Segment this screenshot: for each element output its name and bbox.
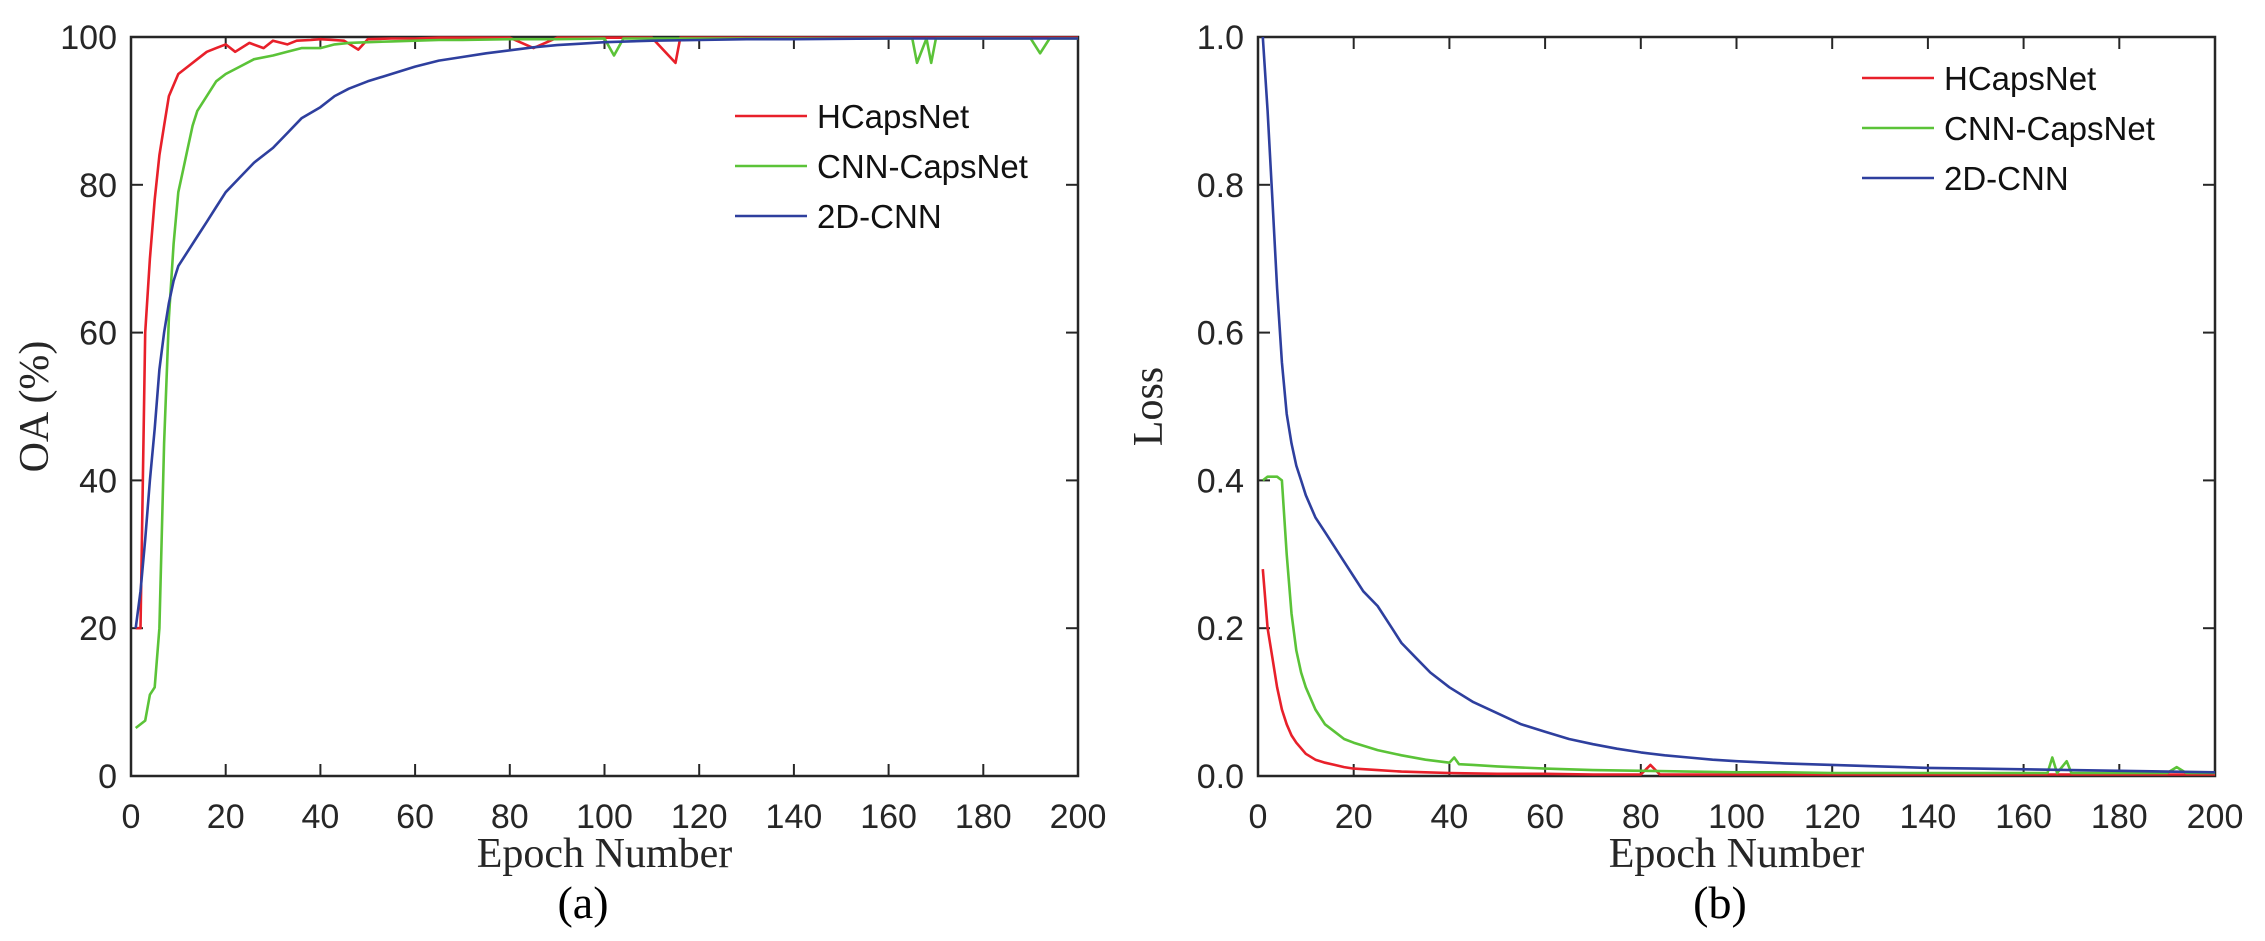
x-tick-label: 20 <box>1335 798 1373 836</box>
x-tick-label: 100 <box>1708 798 1765 836</box>
y-axis-label: OA (%) <box>12 341 58 473</box>
y-tick-label: 20 <box>79 610 117 648</box>
series-line-cnn-capsnet <box>1262 475 2215 775</box>
y-tick-label: 1.0 <box>1197 19 1244 57</box>
x-axis-label: Epoch Number <box>1609 831 1864 877</box>
legend-label: CNN-CapsNet <box>817 148 1028 185</box>
x-tick-label: 60 <box>396 798 434 836</box>
legend-label: HCapsNet <box>1944 60 2096 97</box>
x-tick-label: 20 <box>207 798 245 836</box>
x-tick-label: 120 <box>671 798 728 836</box>
series-line-2d-cnn <box>134 37 1078 629</box>
x-tick-label: 60 <box>1526 798 1564 836</box>
x-axis-label: Epoch Number <box>477 831 732 877</box>
y-axis-label: Loss <box>1126 367 1172 446</box>
x-tick-label: 200 <box>2187 798 2244 836</box>
x-tick-label: 180 <box>955 798 1012 836</box>
series-line-cnn-capsnet <box>134 37 1078 730</box>
x-tick-label: 160 <box>1995 798 2052 836</box>
legend-label: 2D-CNN <box>817 198 942 235</box>
legend-label: CNN-CapsNet <box>1944 110 2155 147</box>
y-tick-label: 0.4 <box>1197 462 1244 500</box>
legend-label: 2D-CNN <box>1944 160 2069 197</box>
series-line-2d-cnn <box>1261 36 2216 774</box>
y-tick-label: 0.8 <box>1197 167 1244 205</box>
y-tick-label: 80 <box>79 167 117 205</box>
x-tick-label: 0 <box>1249 798 1268 836</box>
x-tick-label: 200 <box>1050 798 1107 836</box>
x-tick-label: 40 <box>1430 798 1468 836</box>
y-tick-label: 0.6 <box>1197 315 1244 353</box>
plot-frame <box>1256 35 2217 778</box>
x-tick-label: 80 <box>1622 798 1660 836</box>
series-line-hcapsnet <box>1261 568 2215 776</box>
x-tick-label: 140 <box>1900 798 1957 836</box>
x-tick-label: 160 <box>860 798 917 836</box>
x-tick-label: 140 <box>766 798 823 836</box>
panel-caption: (b) <box>1693 877 1747 928</box>
chart-panel-a: 0 20 40 60 80 100 120 140 160 180 200 0 20 40 60 80 100 H… <box>12 19 1106 928</box>
panel-caption: (a) <box>557 877 608 928</box>
y-tick-label: 60 <box>79 315 117 353</box>
y-tick-label: 0.0 <box>1197 758 1244 796</box>
y-tick-label: 0 <box>98 758 117 796</box>
legend-label: HCapsNet <box>817 98 969 135</box>
x-tick-label: 180 <box>2091 798 2148 836</box>
x-tick-label: 120 <box>1804 798 1861 836</box>
y-tick-label: 0.2 <box>1197 610 1244 648</box>
series-line-hcapsnet <box>135 36 1078 630</box>
chart-panel-b: 0 20 40 60 80 100 120 140 160 180 200 0.0 0.2 0.4 0.6 0… <box>1126 19 2243 928</box>
y-tick-label: 100 <box>60 19 117 57</box>
x-tick-label: 80 <box>491 798 529 836</box>
x-tick-label: 40 <box>301 798 339 836</box>
x-tick-label: 100 <box>576 798 633 836</box>
x-tick-label: 0 <box>122 798 141 836</box>
y-tick-label: 40 <box>79 462 117 500</box>
